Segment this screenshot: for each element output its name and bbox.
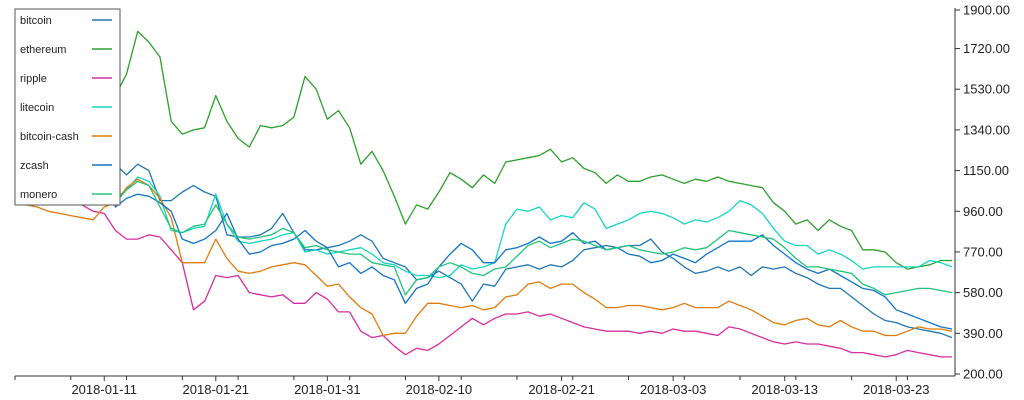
legend-item-bitcoin-cash[interactable]: bitcoin-cash — [20, 131, 112, 143]
x-tick-label: 2018-03-03 — [640, 382, 707, 397]
x-tick-label: 2018-02-21 — [528, 382, 595, 397]
legend-label: bitcoin-cash — [20, 131, 79, 143]
legend-item-ripple[interactable]: ripple — [20, 73, 112, 85]
axes-layer: 200.00 390.00 580.00 770.00 960.00 1150.00 134… — [14, 3, 1010, 397]
series-line-ripple — [14, 180, 952, 358]
x-tick-label: 2018-02-10 — [406, 382, 473, 397]
x-tick-label: 2018-01-31 — [294, 382, 361, 397]
y-tick-label: 580.00 — [963, 285, 1003, 300]
x-tick-label: 2018-01-21 — [183, 382, 250, 397]
series-line-zcash — [14, 152, 953, 330]
x-tick-label: 2018-03-23 — [863, 382, 930, 397]
series-line-monero — [14, 167, 953, 296]
series-line-bitcoin — [14, 139, 953, 339]
y-tick-label: 200.00 — [963, 367, 1003, 382]
y-tick-label: 1530.00 — [963, 82, 1010, 97]
legend-label: bitcoin — [20, 15, 52, 27]
y-tick-label: 390.00 — [963, 326, 1003, 341]
legend-item-monero[interactable]: monero — [20, 189, 112, 201]
x-tick-label: 2018-03-13 — [751, 382, 818, 397]
y-tick-label: 1150.00 — [963, 163, 1009, 178]
legend-item-litecoin[interactable]: litecoin — [20, 102, 112, 114]
y-tick-label: 1720.00 — [963, 41, 1010, 56]
y-tick-label: 1340.00 — [963, 122, 1010, 137]
y-tick-label: 1900.00 — [963, 3, 1010, 18]
legend-label: ripple — [20, 73, 47, 85]
legend: bitcoin ethereum ripple litecoin bitcoin-cas… — [14, 8, 121, 206]
legend-label: litecoin — [20, 102, 54, 114]
series-line-ethereum — [14, 30, 952, 270]
legend-label: monero — [20, 189, 57, 201]
y-tick-label: 960.00 — [963, 204, 1003, 219]
series-line-bitcoin-cash — [14, 178, 953, 337]
series-lines-layer — [14, 30, 953, 358]
legend-item-zcash[interactable]: zcash — [20, 160, 112, 172]
legend-item-bitcoin[interactable]: bitcoin — [20, 15, 112, 27]
legend-label: zcash — [20, 160, 49, 172]
series-line-litecoin — [14, 159, 953, 279]
legend-label: ethereum — [20, 44, 66, 56]
y-tick-label: 770.00 — [963, 244, 1003, 259]
x-tick-label: 2018-01-11 — [71, 382, 137, 397]
legend-item-ethereum[interactable]: ethereum — [20, 44, 112, 56]
